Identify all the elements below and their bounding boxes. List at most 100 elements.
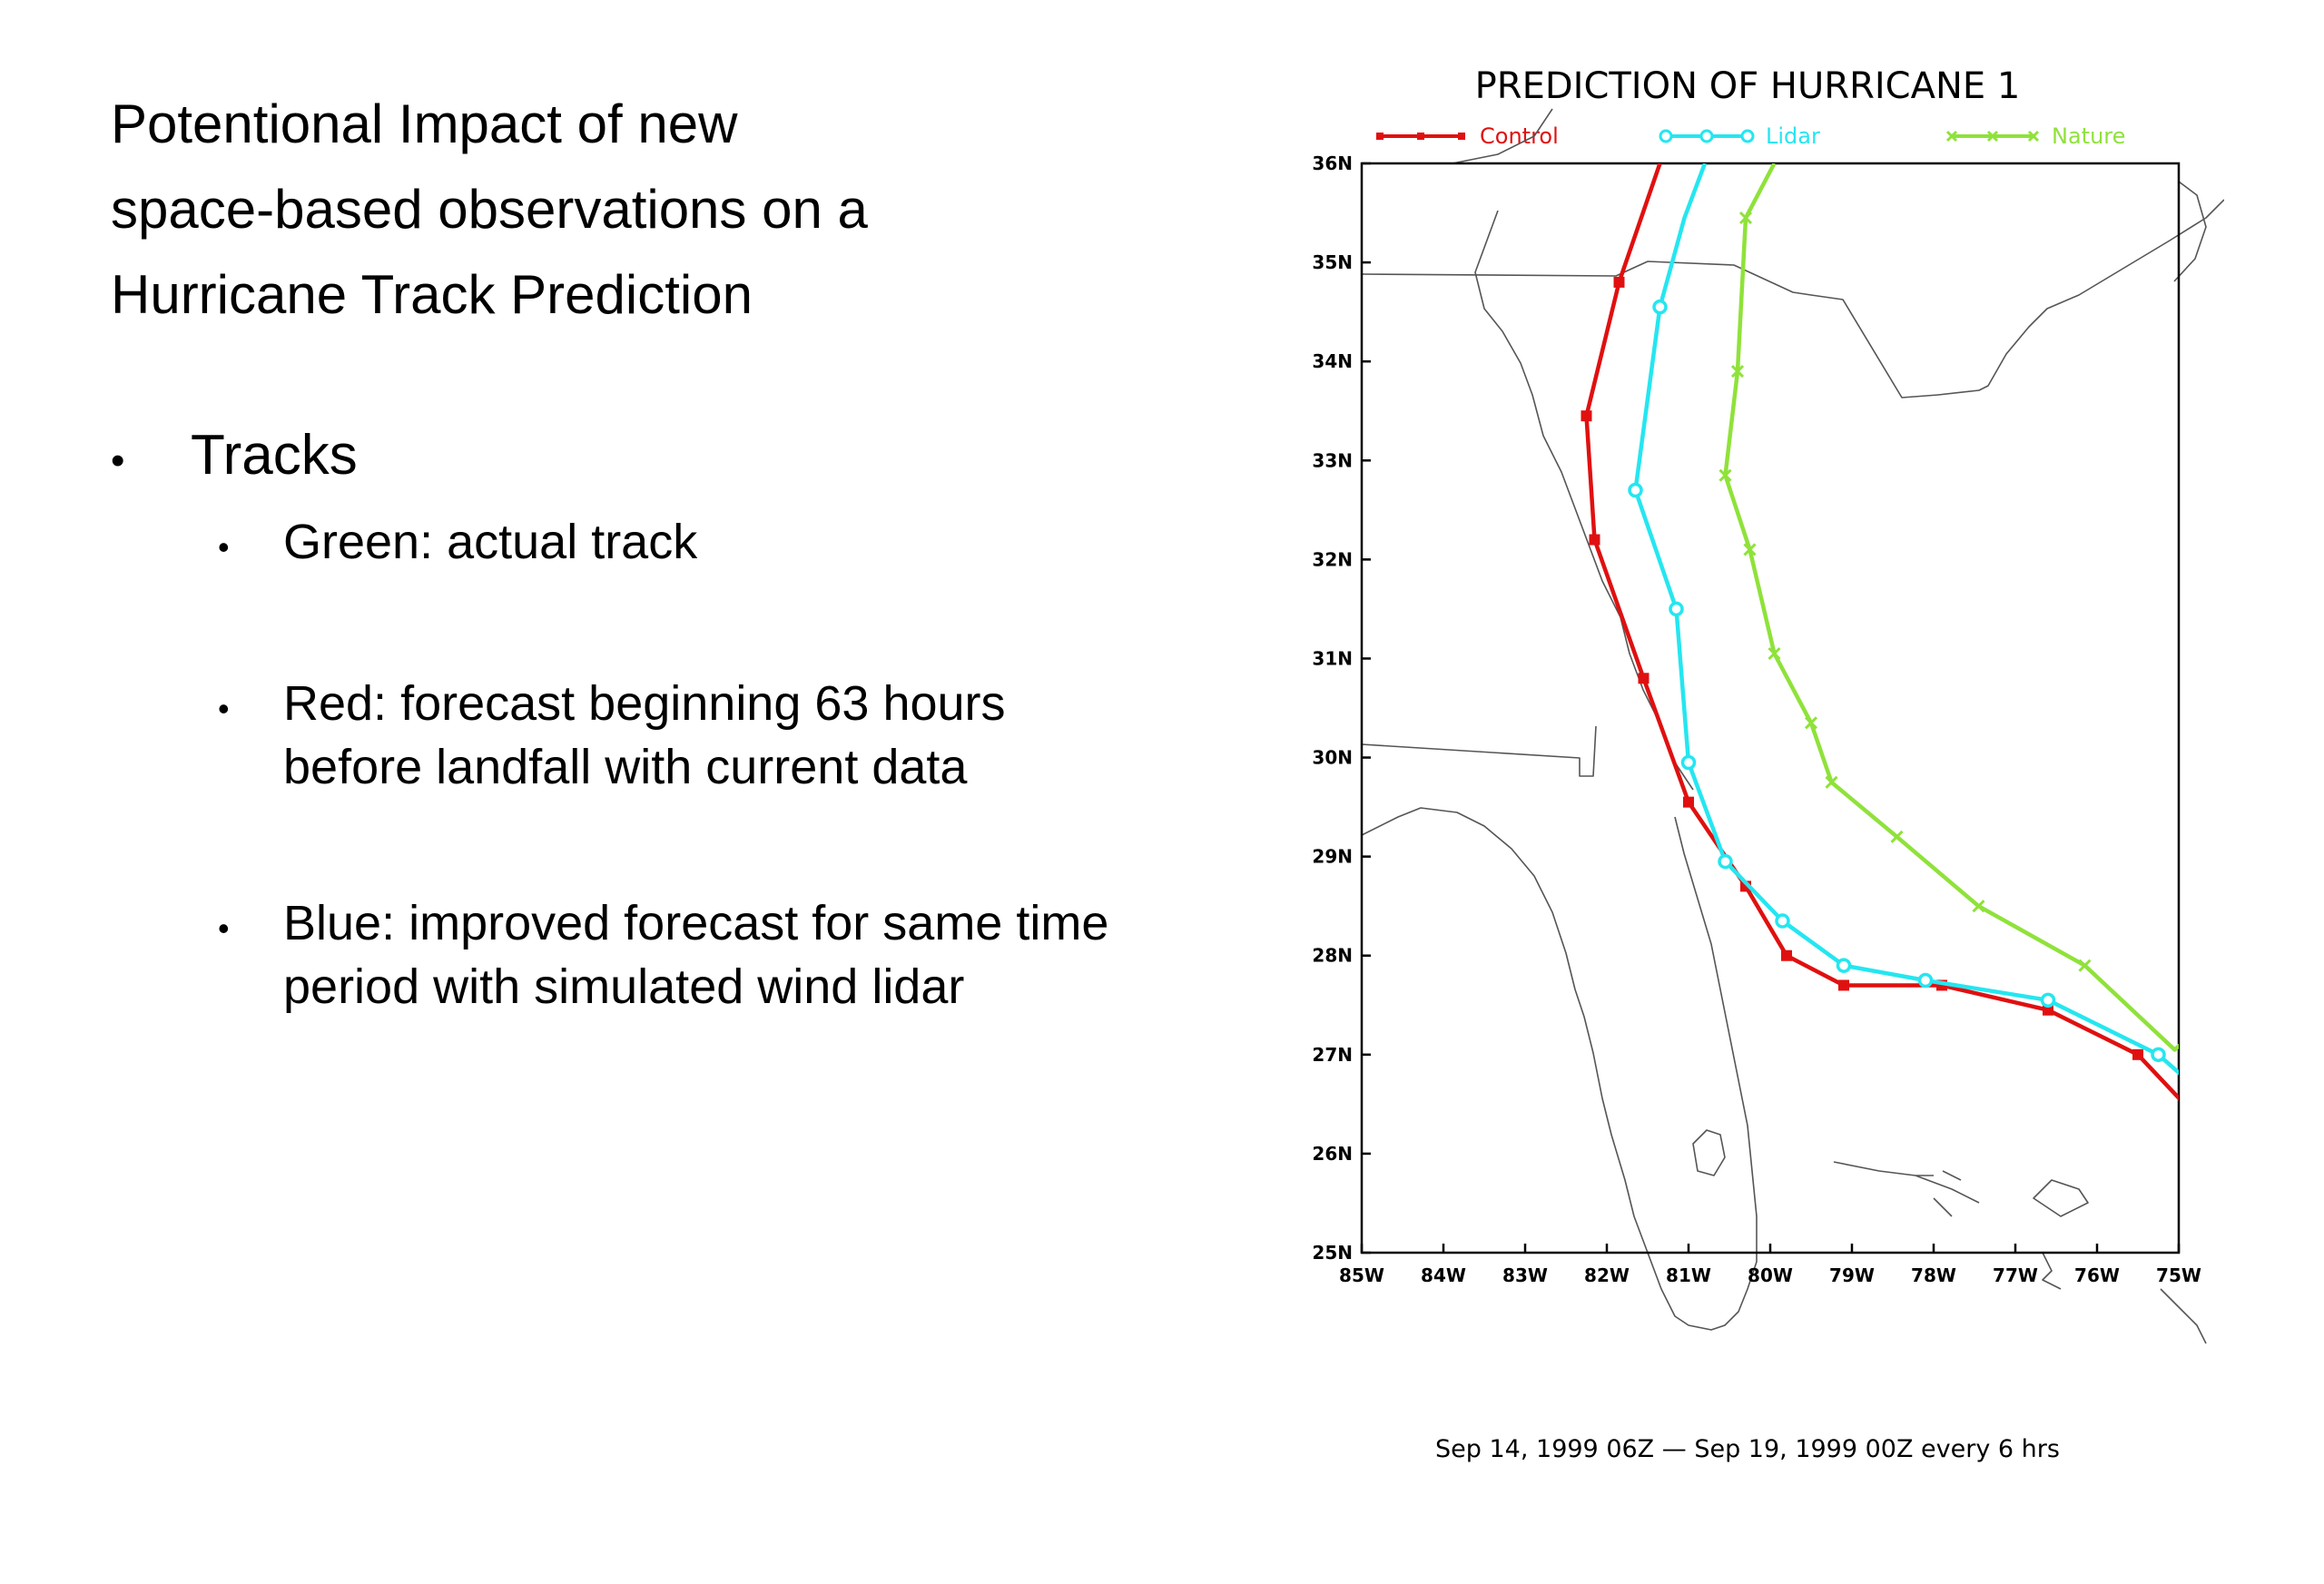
slide-title-line: Hurricane Track Prediction [111, 264, 753, 325]
y-tick-label: 34N [1312, 350, 1353, 372]
chart-legend: Control Lidar Nature [1376, 123, 2125, 149]
y-tick-label: 31N [1312, 647, 1353, 669]
track-point-control [1581, 410, 1592, 422]
bahamas-island [2160, 1288, 2207, 1344]
hurricane-track-chart: PREDICTION OF HURRICANE 1 Control Lidar … [1262, 36, 2225, 1507]
bahamas-island [2033, 1179, 2089, 1217]
track-point-control [2043, 1004, 2053, 1016]
sub-bullet-item: • Red: forecast beginning 63 hours befor… [218, 672, 1227, 799]
gulf-border [1361, 725, 1597, 777]
track-point-control [1838, 979, 1849, 991]
sub-bullet-line: period with simulated wind lidar [283, 959, 965, 1014]
bullet-item: • Tracks [111, 419, 1227, 497]
track-point-lidar [1775, 913, 1790, 929]
bullet-text: Tracks [191, 424, 358, 487]
track-point-nature [1718, 468, 1732, 482]
sub-bullet-line: Blue: improved forecast for same time [283, 896, 1109, 950]
chart-title: PREDICTION OF HURRICANE 1 [1475, 65, 2021, 107]
x-tick-label: 77W [1993, 1264, 2038, 1286]
track-point-lidar [1652, 299, 1668, 315]
track-point-nature [1768, 646, 1781, 661]
track-line-lidar [1633, 163, 2179, 1076]
slide-title-line: Potentional Impact of new [111, 93, 738, 154]
bullet-list: • Tracks • Green: actual track • Red: fo… [111, 419, 1227, 1018]
coastline-northeast [1937, 199, 2225, 396]
sub-bullet-line: Green: actual track [283, 515, 698, 569]
track-point-lidar [1680, 754, 1697, 771]
track-point-nature [1890, 830, 1904, 843]
sub-bullet-item: • Green: actual track [218, 510, 1227, 579]
lake-okeechobee [1692, 1129, 1726, 1176]
track-control [1581, 163, 2179, 1101]
track-point-nature [1738, 211, 1753, 225]
track-point-lidar [1628, 482, 1643, 498]
sub-bullet-line: Red: forecast beginning 63 hours [283, 676, 1006, 731]
track-point-lidar [2040, 992, 2056, 1008]
legend-item-nature: Nature [1945, 123, 2125, 149]
legend-item-control: Control [1376, 123, 1559, 149]
track-nature [1718, 163, 2179, 1052]
track-line-nature [1723, 163, 2179, 1052]
track-point-nature [2078, 959, 2092, 972]
track-point-nature [1743, 543, 1757, 556]
legend-label-nature: Nature [2052, 123, 2125, 149]
track-point-control [1613, 276, 1625, 288]
y-tick-label: 30N [1312, 747, 1353, 769]
y-tick-label: 33N [1312, 449, 1353, 471]
track-point-nature [1972, 900, 1985, 913]
state-border-line [1361, 261, 1939, 398]
slide-text: Potentional Impact of new space-based ob… [111, 82, 1227, 1018]
track-point-nature [1730, 365, 1745, 379]
coastline-basemap [1361, 108, 2225, 1344]
track-point-control [1683, 796, 1694, 808]
legend-label-lidar: Lidar [1766, 123, 1820, 149]
x-tick-label: 85W [1339, 1264, 1384, 1286]
y-tick-label: 29N [1312, 846, 1353, 868]
y-tick-label: 25N [1312, 1242, 1353, 1264]
x-tick-label: 83W [1502, 1264, 1548, 1286]
chart-tracks [1581, 163, 2179, 1101]
bullet-dot-icon: • [218, 690, 230, 727]
chart-subtitle: Sep 14, 1999 06Z — Sep 19, 1999 00Z ever… [1435, 1435, 2060, 1463]
chart-axes: 85W 84W 83W 82W 81W 80W 79W 78W 77W 76W 75W 25N 26N 2… [1312, 152, 2201, 1286]
bahamas-island [1833, 1161, 1980, 1204]
coastline-florida [1361, 807, 1758, 1331]
track-point-nature [1825, 775, 1838, 789]
x-tick-label: 81W [1666, 1264, 1711, 1286]
track-point-control [1589, 534, 1600, 546]
x-tick-label: 79W [1829, 1264, 1875, 1286]
sub-bullet-item: • Blue: improved forecast for same time … [218, 891, 1227, 1018]
y-tick-label: 26N [1312, 1143, 1353, 1165]
track-lidar [1628, 163, 2179, 1076]
track-point-lidar [2151, 1047, 2166, 1063]
bullet-dot-icon: • [218, 528, 230, 566]
track-point-nature [1804, 716, 1818, 730]
track-point-lidar [1669, 601, 1684, 617]
track-point-lidar [1836, 958, 1852, 973]
bullet-dot-icon: • [218, 910, 230, 947]
coastline-outer-banks [2173, 181, 2207, 282]
track-point-lidar [1917, 972, 1934, 989]
y-tick-label: 36N [1312, 152, 1353, 174]
sub-bullet-text: Red: forecast beginning 63 hours before … [283, 672, 1006, 799]
slide-title: Potentional Impact of new space-based ob… [111, 82, 1227, 338]
bahamas-island [2042, 1252, 2062, 1290]
x-tick-label: 80W [1748, 1264, 1793, 1286]
y-tick-label: 28N [1312, 945, 1353, 967]
slide-title-line: space-based observations on a [111, 179, 868, 240]
legend-item-lidar: Lidar [1659, 123, 1820, 149]
track-point-lidar [1718, 853, 1733, 870]
legend-label-control: Control [1480, 123, 1559, 149]
x-tick-label: 75W [2156, 1264, 2201, 1286]
sub-bullet-text: Green: actual track [283, 510, 697, 574]
track-point-control [1781, 949, 1792, 961]
y-tick-label: 35N [1312, 251, 1353, 273]
sub-bullet-line: before landfall with current data [283, 740, 968, 794]
chart-svg: PREDICTION OF HURRICANE 1 Control Lidar … [1312, 65, 2225, 1463]
y-tick-label: 27N [1312, 1044, 1353, 1066]
y-tick-label: 32N [1312, 548, 1353, 570]
x-tick-label: 78W [1911, 1264, 1956, 1286]
track-point-control [1638, 673, 1649, 684]
bullet-dot-icon: • [111, 438, 125, 483]
x-tick-label: 76W [2074, 1264, 2120, 1286]
